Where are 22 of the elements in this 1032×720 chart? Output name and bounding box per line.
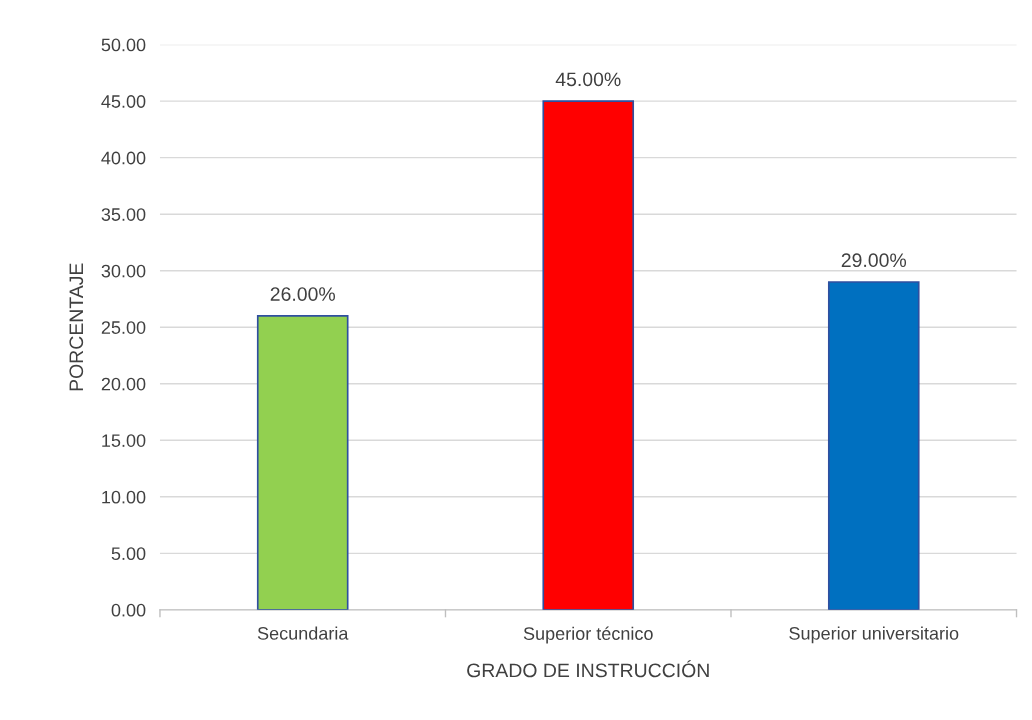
y-tick-label: 5.00 [111,547,146,561]
y-tick-label: 45.00 [101,95,146,108]
y-tick-label: 50.00 [101,38,146,52]
x-tick-label: Superior técnico [523,626,653,644]
y-tick-label: 20.00 [101,377,146,391]
y-tick-label: 25.00 [101,321,146,334]
y-tick-label: 30.00 [101,264,146,278]
bar [827,281,920,610]
bar [256,315,349,610]
y-tick-label: 0.00 [111,603,146,617]
data-label: 29.00% [841,253,907,268]
y-tick-label: 35.00 [101,208,146,221]
x-tick-label: Superior universitario [789,626,959,644]
y-tick-label: 10.00 [102,490,146,504]
bar [542,100,635,610]
y-tick-label: 40.00 [101,151,146,165]
data-label: 45.00% [555,72,621,87]
x-axis-title: GRADO DE INSTRUCCIÓN [467,660,709,678]
data-label: 26.00% [270,287,335,301]
x-tick-label: Secundaria [257,626,349,640]
y-tick-label: 15.00 [102,434,146,447]
y-axis-title: PORCENTAJE [69,263,84,391]
